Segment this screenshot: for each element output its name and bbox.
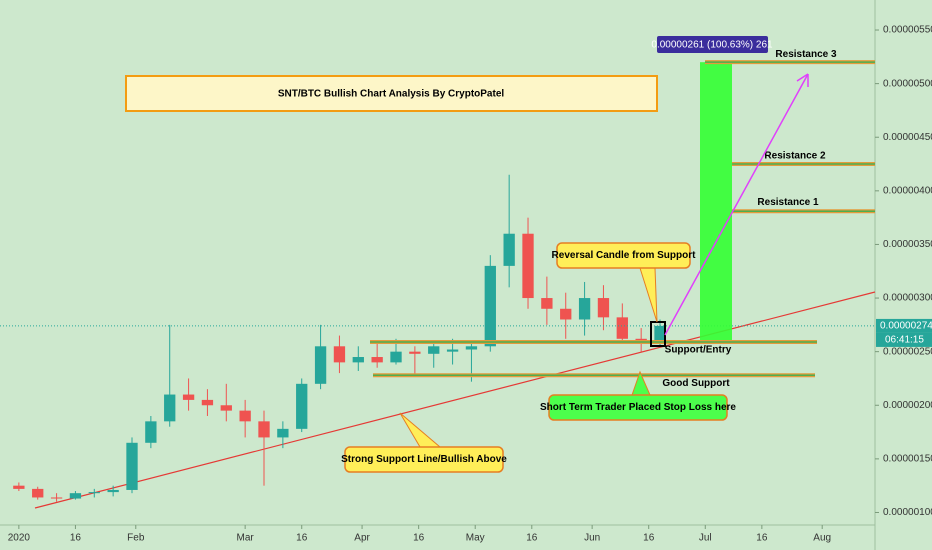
callout-pointer — [399, 412, 441, 448]
target-arrow — [664, 73, 809, 336]
countdown-label: 06:41:15 — [885, 335, 924, 346]
x-tick-label: Apr — [354, 533, 370, 544]
candle-body — [522, 233, 534, 299]
candle-body — [541, 298, 553, 309]
candle-body — [654, 325, 666, 344]
y-tick-label: 0.00000400 — [883, 185, 932, 196]
y-tick-label: 0.00000250 — [883, 346, 932, 357]
candle-body — [277, 428, 289, 438]
y-tick-label: 0.00000150 — [883, 454, 932, 465]
x-tick-label: May — [466, 533, 485, 544]
candle-body — [201, 399, 214, 406]
candle-body — [503, 233, 515, 266]
x-tick-label: 2020 — [8, 533, 31, 544]
candle-body — [333, 346, 346, 363]
x-tick-label: 16 — [526, 533, 538, 544]
y-tick-label: 0.00000100 — [883, 507, 932, 518]
level-label: Resistance 3 — [775, 49, 837, 60]
x-tick-label: Mar — [237, 533, 255, 544]
measure-label: 0.00000261 (100.63%) 261 — [651, 40, 773, 51]
candle-body — [69, 493, 82, 499]
candle-body — [428, 346, 440, 354]
x-tick-label: Jun — [584, 533, 600, 544]
level-label: Good Support — [662, 378, 730, 389]
callout-pointer — [631, 370, 651, 396]
y-tick-label: 0.00000500 — [883, 78, 932, 89]
x-tick-label: 16 — [643, 533, 655, 544]
callout-text: Short Term Trader Placed Stop Loss here — [540, 402, 736, 413]
candle-body — [465, 346, 478, 350]
candle-body — [314, 346, 327, 384]
x-tick-label: 16 — [296, 533, 308, 544]
callout-text: Reversal Candle from Support — [552, 250, 697, 261]
callout-box — [344, 446, 504, 473]
candle-body — [390, 351, 402, 363]
x-tick-label: 16 — [70, 533, 82, 544]
candle-body — [258, 421, 270, 438]
arrow-head — [796, 73, 809, 87]
candle-body — [296, 383, 308, 429]
x-tick-label: Aug — [813, 533, 831, 544]
y-tick-label: 0.00000350 — [883, 239, 932, 250]
candle-body — [578, 298, 591, 320]
last-price-label: 0.00000274 — [880, 321, 932, 332]
candle-body — [13, 485, 25, 489]
candle-body — [352, 357, 364, 363]
callout-pointer — [639, 267, 658, 323]
candle-body — [220, 405, 232, 411]
candle-body — [50, 497, 63, 499]
measure-box — [657, 36, 768, 53]
y-tick-label: 0.00000300 — [883, 293, 932, 304]
y-tick-label: 0.00000550 — [883, 25, 932, 36]
candle-body — [560, 308, 572, 320]
trend-line — [34, 291, 876, 509]
candle-body — [126, 442, 138, 490]
candle-body — [145, 421, 157, 443]
candle-body — [616, 317, 628, 339]
y-tick-label: 0.00000450 — [883, 132, 932, 143]
callout-text: Strong Support Line/Bullish Above — [341, 454, 507, 465]
candle-body — [239, 410, 251, 422]
level-label: Resistance 1 — [757, 197, 819, 208]
level-label: Resistance 2 — [764, 151, 826, 162]
candle-body — [484, 265, 496, 347]
x-tick-label: 16 — [756, 533, 768, 544]
candle-body — [32, 488, 44, 498]
title-box — [125, 75, 658, 112]
candle-body — [107, 489, 119, 493]
range-box — [700, 62, 732, 343]
candle-body — [409, 351, 421, 354]
last-price-tag — [876, 318, 932, 333]
x-tick-label: 16 — [413, 533, 425, 544]
candle-body — [597, 298, 610, 318]
x-tick-label: Feb — [127, 533, 145, 544]
x-tick-label: Jul — [699, 533, 712, 544]
candle-body — [164, 394, 176, 422]
candle-body — [371, 357, 383, 363]
y-tick-label: 0.00000200 — [883, 400, 932, 411]
callout-box — [556, 242, 691, 269]
candle-body — [446, 349, 459, 352]
candle-body — [182, 394, 195, 400]
chart-title: SNT/BTC Bullish Chart Analysis By Crypto… — [278, 89, 505, 100]
candle-body — [88, 492, 100, 494]
level-label: Support/Entry — [665, 345, 732, 356]
countdown-tag — [876, 332, 932, 347]
callout-box — [548, 394, 728, 421]
